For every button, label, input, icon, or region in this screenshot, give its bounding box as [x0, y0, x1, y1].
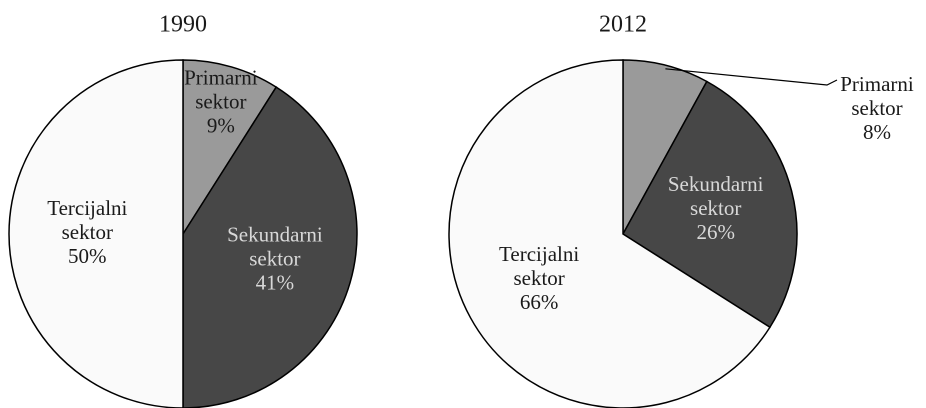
slice-label: Tercijalni sektor: [47, 196, 127, 244]
leader-line: [665, 68, 838, 86]
label-line: Primarni: [840, 72, 914, 96]
label-line: sektor: [249, 247, 300, 271]
label-line: sektor: [690, 196, 741, 220]
slice-label: Tercijalni sektor: [499, 242, 579, 290]
slice-label: Primarni sektor: [184, 65, 258, 113]
label-line: sektor: [62, 220, 113, 244]
pie-slice: [8, 59, 184, 408]
value-label: 8%: [863, 120, 891, 144]
label-line: Primarni: [184, 65, 258, 89]
label-line: Sekundarni: [227, 223, 323, 247]
pie-slice: [622, 80, 798, 329]
label-line: Sekundarni: [668, 172, 764, 196]
slice-label: Sekundarni sektor: [227, 223, 323, 271]
label-line: sektor: [513, 266, 564, 290]
value-label: 26%: [696, 220, 735, 244]
value-label: 9%: [207, 113, 235, 137]
pie-slice: [448, 59, 771, 408]
pie-slice: [182, 86, 358, 408]
slice-label: Sekundarni sektor: [668, 172, 764, 220]
label-line: sektor: [195, 89, 246, 113]
slice-label: Primarni sektor: [840, 72, 914, 120]
chart-title: 2012: [599, 12, 647, 38]
value-label: 66%: [520, 290, 559, 314]
label-line: Tercijalni: [47, 196, 127, 220]
label-line: Tercijalni: [499, 242, 579, 266]
value-label: 41%: [256, 271, 295, 295]
label-line: sektor: [851, 96, 902, 120]
value-label: 50%: [68, 244, 107, 268]
pie-slice: [182, 59, 278, 237]
chart-title: 1990: [159, 12, 207, 38]
